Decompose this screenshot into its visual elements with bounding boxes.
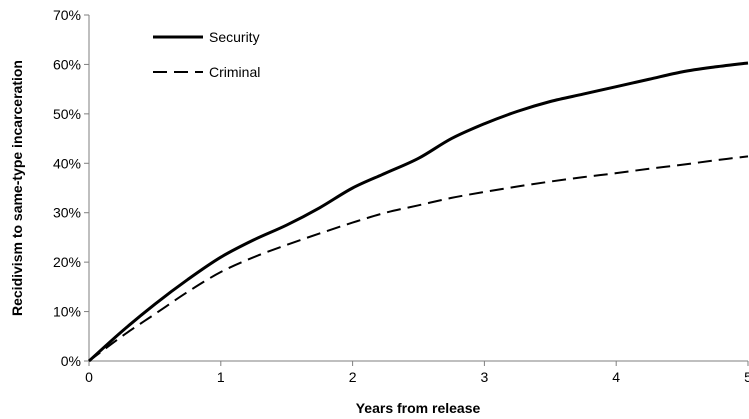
y-tick-label: 20% [53, 254, 81, 270]
series-line-security [87, 61, 749, 363]
axes: 0% 10% 20% 30% 40% 50% 60% 70% 0 1 2 3 4 5 [53, 7, 749, 385]
y-tick-label: 30% [53, 205, 81, 221]
legend-label-criminal: Criminal [209, 64, 260, 80]
legend: Security Criminal [153, 29, 260, 80]
x-tick-label: 3 [481, 369, 489, 385]
y-axis-title: Recidivism to same-type incarceration [9, 60, 25, 316]
x-tick-label: 2 [349, 369, 357, 385]
y-tick-label: 50% [53, 106, 81, 122]
y-tick-label: 0% [61, 353, 81, 369]
legend-label-security: Security [209, 29, 260, 45]
y-tick-label: 60% [53, 56, 81, 72]
y-tick-label: 40% [53, 155, 81, 171]
x-tick-label: 0 [85, 369, 93, 385]
series-layer [87, 61, 749, 363]
x-axis-title: Years from release [356, 400, 481, 416]
series-line-criminal [88, 155, 749, 362]
y-tick-label: 10% [53, 304, 81, 320]
x-tick-label: 4 [612, 369, 620, 385]
x-tick-label: 1 [217, 369, 225, 385]
y-tick-label: 70% [53, 7, 81, 23]
x-tick-label: 5 [744, 369, 749, 385]
